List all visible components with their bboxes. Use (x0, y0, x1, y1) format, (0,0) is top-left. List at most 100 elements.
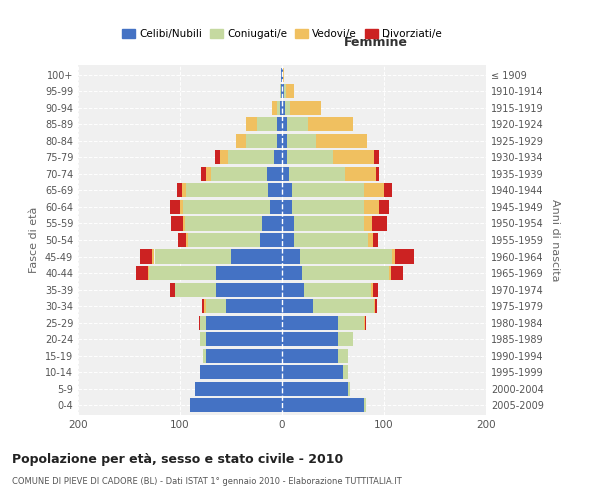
Bar (294, 216, 364, 230)
Bar (282, 332, 338, 346)
Bar (374, 299, 375, 313)
Bar (215, 150, 220, 164)
Bar (183, 200, 270, 214)
Bar (376, 167, 379, 181)
Bar (140, 250, 152, 264)
Bar (148, 266, 149, 280)
Bar (170, 282, 175, 296)
Bar (200, 316, 206, 330)
Bar (282, 68, 283, 82)
Bar (292, 184, 364, 198)
Bar (287, 134, 316, 148)
Bar (280, 101, 282, 115)
Bar (282, 233, 294, 247)
Bar (220, 150, 228, 164)
Bar (282, 348, 338, 362)
Bar (364, 316, 365, 330)
Bar (228, 150, 274, 164)
Bar (247, 118, 257, 132)
Bar (206, 299, 226, 313)
Bar (196, 382, 282, 396)
Bar (182, 184, 186, 198)
Bar (338, 316, 364, 330)
Bar (206, 348, 282, 362)
Bar (267, 167, 282, 181)
Bar (270, 200, 282, 214)
Bar (338, 348, 349, 362)
Bar (190, 398, 282, 412)
Bar (282, 150, 287, 164)
Bar (282, 299, 313, 313)
Bar (282, 282, 304, 296)
Bar (373, 233, 378, 247)
Bar (274, 150, 282, 164)
Bar (338, 332, 353, 346)
Bar (285, 101, 290, 115)
Bar (283, 68, 284, 82)
Bar (205, 299, 206, 313)
Bar (290, 101, 321, 115)
Bar (260, 233, 282, 247)
Text: Popolazione per età, sesso e stato civile - 2010: Popolazione per età, sesso e stato civil… (12, 452, 343, 466)
Y-axis label: Anni di nascita: Anni di nascita (550, 198, 560, 281)
Bar (308, 118, 353, 132)
Bar (364, 216, 372, 230)
Bar (186, 184, 268, 198)
Bar (301, 250, 392, 264)
Bar (281, 84, 282, 98)
Bar (236, 134, 247, 148)
Bar (171, 216, 183, 230)
Bar (180, 200, 183, 214)
Bar (282, 184, 292, 198)
Bar (272, 101, 277, 115)
Bar (349, 382, 350, 396)
Bar (345, 167, 376, 181)
Bar (199, 316, 200, 330)
Bar (188, 233, 260, 247)
Bar (304, 282, 371, 296)
Bar (395, 250, 413, 264)
Bar (389, 266, 391, 280)
Bar (364, 200, 379, 214)
Bar (280, 84, 281, 98)
Bar (268, 184, 282, 198)
Bar (384, 184, 392, 198)
Bar (282, 266, 302, 280)
Bar (373, 282, 378, 296)
Bar (257, 118, 277, 132)
Bar (391, 266, 403, 280)
Bar (343, 365, 349, 379)
Bar (155, 250, 231, 264)
Text: Femmine: Femmine (344, 36, 408, 49)
Bar (375, 299, 377, 313)
Bar (372, 216, 387, 230)
Bar (170, 200, 180, 214)
Bar (287, 150, 333, 164)
Bar (216, 282, 282, 296)
Bar (282, 250, 301, 264)
Bar (282, 216, 294, 230)
Bar (216, 266, 282, 280)
Bar (368, 233, 373, 247)
Bar (282, 101, 285, 115)
Bar (226, 299, 282, 313)
Bar (282, 398, 364, 412)
Bar (206, 316, 282, 330)
Bar (152, 250, 155, 264)
Bar (211, 167, 267, 181)
Bar (281, 68, 282, 82)
Bar (200, 332, 206, 346)
Bar (183, 216, 185, 230)
Bar (203, 348, 206, 362)
Bar (282, 200, 292, 214)
Bar (231, 250, 282, 264)
Bar (371, 282, 373, 296)
Bar (277, 134, 282, 148)
Bar (282, 84, 284, 98)
Bar (200, 365, 282, 379)
Bar (206, 167, 211, 181)
Bar (247, 134, 277, 148)
Bar (379, 200, 389, 214)
Bar (186, 233, 188, 247)
Bar (282, 382, 349, 396)
